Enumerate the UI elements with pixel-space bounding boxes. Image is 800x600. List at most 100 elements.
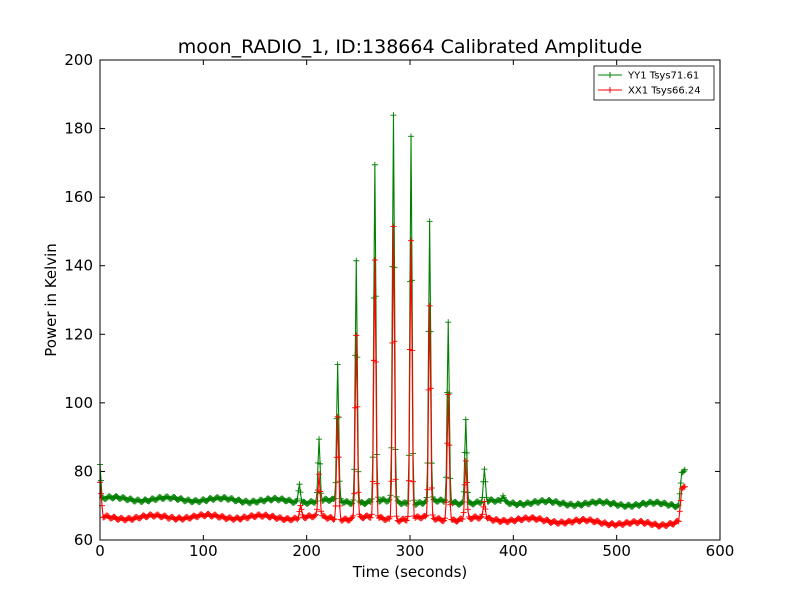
data-point bbox=[372, 293, 379, 300]
data-point bbox=[367, 514, 374, 521]
data-point bbox=[331, 516, 338, 523]
data-point bbox=[403, 500, 410, 507]
data-point bbox=[392, 476, 399, 483]
y-tick-label: 120 bbox=[64, 325, 93, 343]
x-tick-label: 400 bbox=[499, 542, 528, 560]
data-point bbox=[460, 509, 467, 516]
data-point bbox=[371, 161, 378, 168]
data-point bbox=[677, 480, 684, 487]
data-point bbox=[404, 513, 411, 520]
data-point bbox=[427, 328, 434, 335]
data-point bbox=[422, 513, 429, 520]
data-point bbox=[297, 502, 304, 509]
data-point bbox=[409, 277, 416, 284]
data-point bbox=[388, 478, 395, 485]
data-point bbox=[423, 494, 430, 501]
legend-marker bbox=[607, 87, 613, 93]
series-markers bbox=[97, 223, 688, 530]
data-point bbox=[350, 496, 357, 503]
data-point bbox=[482, 478, 489, 485]
data-point bbox=[314, 506, 320, 513]
data-point bbox=[442, 515, 449, 522]
y-tick-label: 60 bbox=[74, 531, 93, 549]
data-point bbox=[462, 416, 469, 423]
plot-area bbox=[97, 112, 688, 530]
series-markers bbox=[97, 112, 688, 511]
data-point bbox=[331, 495, 338, 502]
data-point bbox=[405, 477, 412, 484]
data-point bbox=[334, 413, 341, 420]
data-point bbox=[318, 508, 325, 515]
data-point bbox=[353, 332, 360, 339]
data-point bbox=[348, 501, 355, 508]
data-point bbox=[674, 502, 681, 509]
data-point bbox=[426, 218, 433, 225]
data-point bbox=[443, 499, 450, 506]
data-point bbox=[317, 488, 324, 495]
axes-frame bbox=[99, 59, 721, 541]
data-point bbox=[463, 449, 470, 456]
data-point bbox=[676, 508, 683, 515]
data-point bbox=[295, 514, 302, 521]
data-point bbox=[369, 478, 376, 485]
data-point bbox=[387, 513, 394, 520]
data-point bbox=[391, 338, 398, 345]
x-tick-label: 200 bbox=[292, 542, 321, 560]
data-point bbox=[426, 302, 433, 309]
data-point bbox=[336, 502, 343, 509]
legend-marker bbox=[607, 72, 613, 78]
data-point bbox=[408, 133, 415, 140]
x-tick-label: 300 bbox=[396, 542, 425, 560]
data-point bbox=[311, 512, 318, 519]
data-point bbox=[296, 481, 303, 488]
data-point bbox=[483, 494, 490, 501]
data-point bbox=[464, 489, 471, 496]
data-point bbox=[390, 112, 397, 119]
y-tick-label: 140 bbox=[64, 257, 93, 275]
y-tick-label: 200 bbox=[64, 51, 93, 69]
data-point bbox=[481, 498, 488, 505]
data-point bbox=[423, 512, 430, 519]
x-tick-label: 500 bbox=[602, 542, 631, 560]
x-tick-label: 100 bbox=[189, 542, 218, 560]
y-tick-label: 180 bbox=[64, 120, 93, 138]
data-point bbox=[477, 514, 484, 521]
data-point bbox=[330, 516, 337, 523]
data-point bbox=[460, 488, 467, 495]
legend-label: YY1 Tsys71.61 bbox=[627, 71, 699, 82]
data-point bbox=[429, 493, 436, 500]
data-point bbox=[368, 511, 375, 518]
data-point bbox=[350, 512, 357, 519]
data-point bbox=[294, 495, 301, 502]
data-point bbox=[459, 516, 466, 523]
x-tick-label: 0 bbox=[95, 542, 105, 560]
data-point bbox=[479, 511, 486, 518]
data-point bbox=[677, 497, 684, 504]
data-point bbox=[294, 516, 301, 523]
data-point bbox=[482, 506, 489, 513]
data-point bbox=[445, 319, 452, 326]
data-point bbox=[675, 518, 682, 525]
data-point bbox=[446, 390, 453, 397]
data-point bbox=[298, 506, 305, 513]
data-point bbox=[367, 498, 374, 505]
data-point bbox=[337, 495, 344, 502]
y-tick-label: 100 bbox=[64, 394, 93, 412]
data-point bbox=[373, 480, 380, 487]
data-point bbox=[354, 403, 361, 410]
data-point bbox=[681, 483, 688, 490]
data-point bbox=[446, 442, 453, 449]
data-point bbox=[421, 499, 428, 506]
axis-ticks: 0 100 200 300 400 500 600 60 80 100 120 140 160 180 20… bbox=[64, 51, 734, 560]
y-tick-label: 80 bbox=[74, 462, 93, 480]
data-point bbox=[354, 354, 361, 361]
y-axis-label: Power in Kelvin bbox=[42, 243, 60, 357]
data-point bbox=[674, 517, 681, 524]
data-point bbox=[390, 223, 397, 230]
data-point bbox=[427, 385, 434, 392]
data-point bbox=[501, 494, 508, 501]
data-point bbox=[424, 486, 431, 493]
x-tick-label: 600 bbox=[706, 542, 735, 560]
legend: YY1 Tsys71.61 XX1 Tsys66.24 bbox=[593, 65, 715, 101]
data-point bbox=[312, 511, 319, 518]
